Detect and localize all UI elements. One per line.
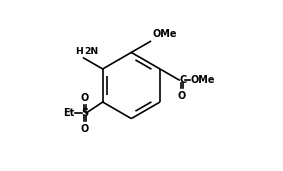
Text: OMe: OMe	[190, 75, 215, 85]
Text: C: C	[180, 75, 187, 85]
Text: OMe: OMe	[152, 29, 177, 39]
Text: S: S	[82, 108, 89, 118]
Text: O: O	[81, 124, 89, 134]
Text: H: H	[75, 47, 83, 56]
Text: 2N: 2N	[84, 47, 98, 56]
Text: O: O	[178, 91, 186, 101]
Text: O: O	[81, 93, 89, 103]
Text: Et: Et	[63, 108, 74, 118]
